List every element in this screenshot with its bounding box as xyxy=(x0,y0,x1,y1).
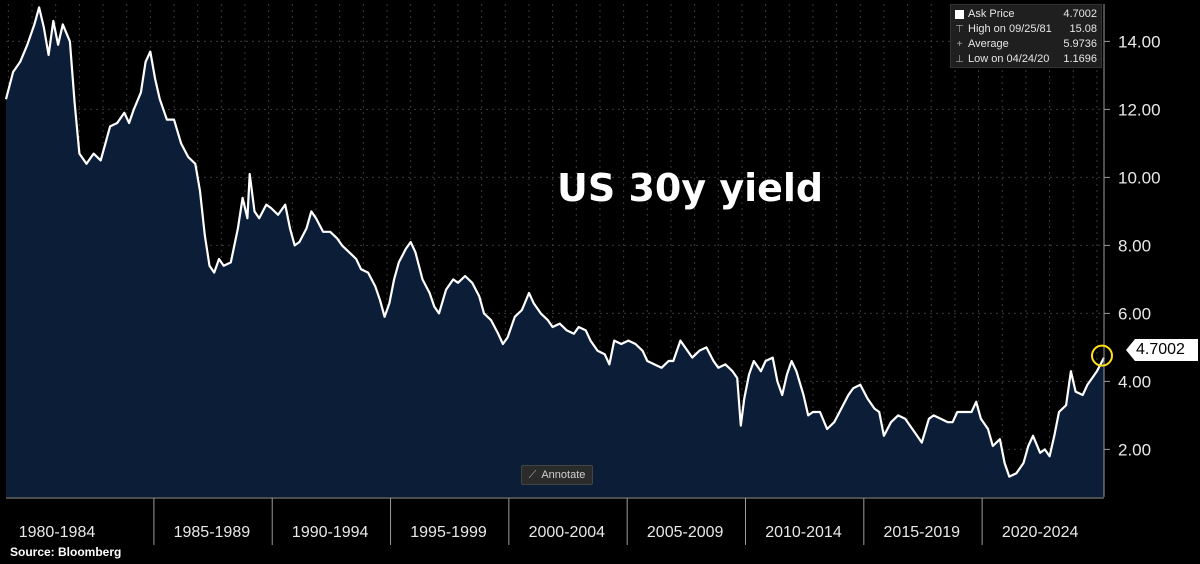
swatch-icon xyxy=(955,10,964,19)
legend-value: 5.9736 xyxy=(1063,38,1097,50)
x-tick-label: 2005-2009 xyxy=(647,524,724,541)
x-tick-label: 1985-1989 xyxy=(174,524,251,541)
annotate-button[interactable]: ⟋ Annotate xyxy=(521,465,593,485)
y-axis: 2.00 4.00 6.00 8.00 10.00 12.00 14.00 xyxy=(1103,4,1161,497)
legend: Ask Price 4.7002 ⊤ High on 09/25/81 15.08… xyxy=(950,4,1102,68)
y-tick-label: 10.00 xyxy=(1118,168,1161,187)
legend-row-low: ⊥ Low on 04/24/20 1.1696 xyxy=(955,52,1097,67)
legend-value: 1.1696 xyxy=(1063,53,1097,65)
x-tick-label: 1995-1999 xyxy=(410,524,487,541)
y-tick-label: 14.00 xyxy=(1118,32,1161,51)
low-marker-icon: ⊥ xyxy=(955,54,964,65)
legend-label: High on 09/25/81 xyxy=(968,23,1052,35)
y-tick-label: 8.00 xyxy=(1118,236,1151,255)
series-line-ask-price xyxy=(4,6,1105,478)
annotate-label: Annotate xyxy=(541,469,586,481)
x-tick-label: 2000-2004 xyxy=(529,524,606,541)
legend-row-ask-price: Ask Price 4.7002 xyxy=(955,7,1097,22)
last-value-badge: 4.7002 xyxy=(1126,339,1198,361)
legend-row-average: + Average 5.9736 xyxy=(955,37,1097,52)
last-value-text: 4.7002 xyxy=(1136,341,1185,358)
x-tick-label: 1990-1994 xyxy=(292,524,369,541)
high-marker-icon: ⊤ xyxy=(955,24,964,35)
series-area xyxy=(6,7,1104,498)
y-tick-label: 4.00 xyxy=(1118,372,1151,391)
legend-value: 4.7002 xyxy=(1063,8,1097,20)
legend-label: Ask Price xyxy=(968,8,1015,20)
chart-title: US 30y yield xyxy=(557,166,823,210)
y-tick-label: 6.00 xyxy=(1118,304,1151,323)
legend-label: Low on 04/24/20 xyxy=(968,53,1050,65)
legend-label: Average xyxy=(968,38,1009,50)
last-value-highlight-circle xyxy=(1091,344,1113,367)
x-tick-label: 2020-2024 xyxy=(1002,524,1079,541)
x-tick-label: 1980-1984 xyxy=(19,524,96,541)
x-tick-label: 2010-2014 xyxy=(765,524,842,541)
source-note: Source: Bloomberg xyxy=(10,545,122,559)
pencil-icon: ⟋ xyxy=(528,468,537,481)
legend-value: 15.08 xyxy=(1069,23,1097,35)
legend-row-high: ⊤ High on 09/25/81 15.08 xyxy=(955,22,1097,37)
y-tick-label: 2.00 xyxy=(1118,440,1151,459)
y-tick-label: 12.00 xyxy=(1118,100,1161,119)
x-axis: 1980-1984 1985-1989 1990-1994 1995-1999 2000… xyxy=(6,497,1104,545)
average-marker-icon: + xyxy=(956,39,963,50)
x-tick-label: 2015-2019 xyxy=(884,524,961,541)
